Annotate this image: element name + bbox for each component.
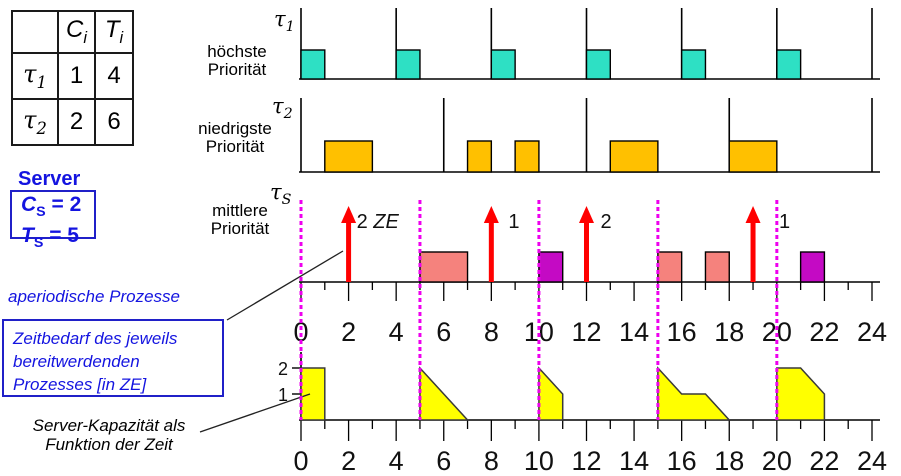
tau1-priority-word-1: höchste [207, 42, 267, 61]
aperiodic-arrival-arrowhead [745, 206, 761, 223]
task-parameter-table: Ci Ti τ1 1 4 τ2 2 6 [11, 10, 134, 146]
aperiodic-arrival-arrowhead [341, 206, 357, 223]
tau2-exec-box [728, 140, 778, 173]
capacity-pointer-line [199, 393, 311, 433]
tau1-symbol: τ1 [274, 7, 295, 36]
tau2-exec-box [514, 140, 540, 173]
mid-axis-label: 18 [714, 317, 744, 347]
mid-axis-label: 4 [389, 317, 404, 347]
col-header-ci: Ci [57, 10, 96, 54]
capacity-polygon [419, 366, 470, 421]
tau2-exec-box [466, 140, 493, 173]
arrival-demand-label: 2 [601, 211, 612, 233]
tau2-c-value: 2 [57, 98, 96, 146]
tau1-exec-box [585, 49, 611, 80]
bottom-axis-label: 0 [293, 446, 308, 476]
mid-axis-label: 16 [667, 317, 697, 347]
tau1-exec-box [300, 49, 326, 80]
mid-axis-label: 2 [341, 317, 356, 347]
demand-line-3: Prozesses [in ZE] [13, 375, 147, 394]
capacity-polygon [538, 366, 564, 421]
bottom-axis-label: 2 [341, 446, 356, 476]
capacity-polygon [776, 367, 826, 421]
bottom-axis-label: 16 [667, 446, 697, 476]
arrival-demand-label: 2 ZE [357, 211, 400, 233]
mid-axis-label: 12 [571, 317, 601, 347]
server-capacity-line: CS = 2 [21, 193, 82, 221]
server-exec-box [799, 251, 826, 283]
col-header-ti: Ti [94, 10, 134, 54]
tau1-exec-box [395, 49, 421, 80]
table-corner-cell [11, 10, 59, 54]
bottom-axis-label: 18 [714, 446, 744, 476]
mid-axis-label: 6 [436, 317, 451, 347]
bottom-axis-label: 24 [857, 446, 887, 476]
tau1-exec-box [776, 49, 802, 80]
aperiodic-arrival-arrowhead [579, 206, 594, 223]
capacity-polygon [657, 366, 731, 421]
tau2-exec-box [609, 140, 659, 173]
server-heading: Server [18, 168, 81, 190]
mid-axis-label: 0 [293, 317, 308, 347]
server-exec-box [419, 251, 469, 283]
tau1-exec-box [490, 49, 516, 80]
server-priority-word-2: Priorität [210, 218, 270, 238]
tau1-t-value: 4 [94, 52, 134, 100]
server-exec-box [538, 251, 564, 283]
server-capacity-caption: Server-Kapazität als Funktion der Zeit [9, 416, 209, 454]
demand-annotation-box: Zeitbedarf des jeweils bereitwerdenden P… [2, 319, 224, 397]
tau2-priority-word-2: Priorität [205, 136, 265, 156]
demand-line-1: Zeitbedarf des jeweils [13, 329, 178, 348]
table-row-tau1: τ1 1 4 [11, 52, 134, 100]
bottom-axis-label: 10 [524, 446, 554, 476]
capacity-caption-line-2: Funktion der Zeit [45, 435, 173, 454]
capacity-polygon [300, 367, 326, 421]
aperiodic-processes-label: aperiodische Prozesse [8, 287, 180, 306]
server-tau-symbol: τS [270, 180, 292, 209]
server-exec-box [657, 251, 683, 283]
tau2-priority-label: niedrigste Priorität [185, 120, 285, 155]
bottom-axis-label: 20 [762, 446, 792, 476]
bottom-axis-label: 14 [619, 446, 649, 476]
server-period-line: TS = 5 [21, 224, 79, 252]
capacity-y-label: 2 [278, 359, 288, 379]
demand-line-2: bereitwerdenden [13, 352, 140, 371]
server-exec-box [704, 251, 730, 283]
mid-axis-label: 22 [809, 317, 839, 347]
server-parameter-box: CS = 2 TS = 5 [10, 190, 96, 251]
tau2-exec-box [324, 140, 374, 173]
bottom-axis-label: 22 [809, 446, 839, 476]
bottom-axis-label: 8 [484, 446, 499, 476]
server-priority-label: mittlere Priorität [190, 202, 290, 237]
tau2-t-value: 6 [94, 98, 134, 146]
demand-pointer-line [226, 250, 344, 321]
bottom-axis-label: 4 [389, 446, 404, 476]
mid-axis-label: 8 [484, 317, 499, 347]
aperiodic-arrival-arrowhead [483, 206, 499, 223]
tau1-c-value: 1 [57, 52, 96, 100]
capacity-y-label: 1 [278, 385, 288, 405]
mid-axis-label: 14 [619, 317, 649, 347]
tau1-exec-box [680, 49, 707, 80]
table-header-row: Ci Ti [11, 10, 134, 54]
arrival-demand-label: 1 [779, 211, 790, 233]
row-header-tau2: τ2 [11, 98, 59, 146]
bottom-axis-label: 12 [571, 446, 601, 476]
row-header-tau1: τ1 [11, 52, 59, 100]
table-row-tau2: τ2 2 6 [11, 98, 134, 146]
arrival-demand-label: 1 [508, 211, 519, 233]
tau2-symbol: τ2 [272, 94, 293, 123]
mid-axis-label: 24 [857, 317, 887, 347]
tau2-priority-word-1: niedrigste [198, 119, 272, 138]
capacity-caption-line-1: Server-Kapazität als [32, 416, 186, 435]
tau1-priority-word-2: Priorität [207, 59, 267, 79]
server-priority-word-1: mittlere [212, 201, 268, 220]
tau1-priority-label: höchste Priorität [187, 43, 287, 78]
bottom-axis-label: 6 [436, 446, 451, 476]
